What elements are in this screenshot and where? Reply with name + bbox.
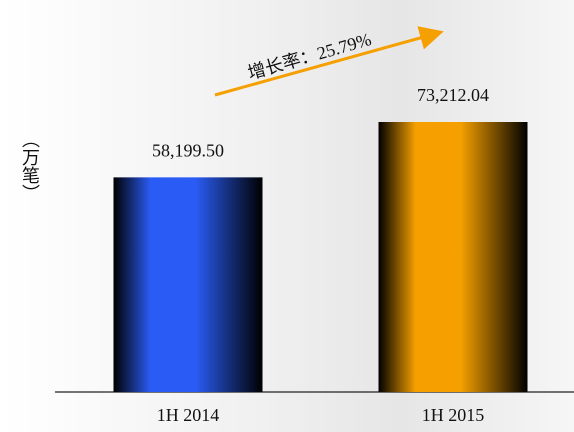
- x-tick-label: 1H 2015: [422, 405, 485, 425]
- x-tick-label: 1H 2014: [157, 405, 220, 425]
- bar: [378, 122, 528, 392]
- value-label: 58,199.50: [152, 140, 224, 160]
- bar: [113, 177, 263, 392]
- value-label: 73,212.04: [417, 85, 489, 105]
- growth-arrow: [214, 26, 444, 97]
- y-axis-label: （万笔）: [20, 130, 40, 202]
